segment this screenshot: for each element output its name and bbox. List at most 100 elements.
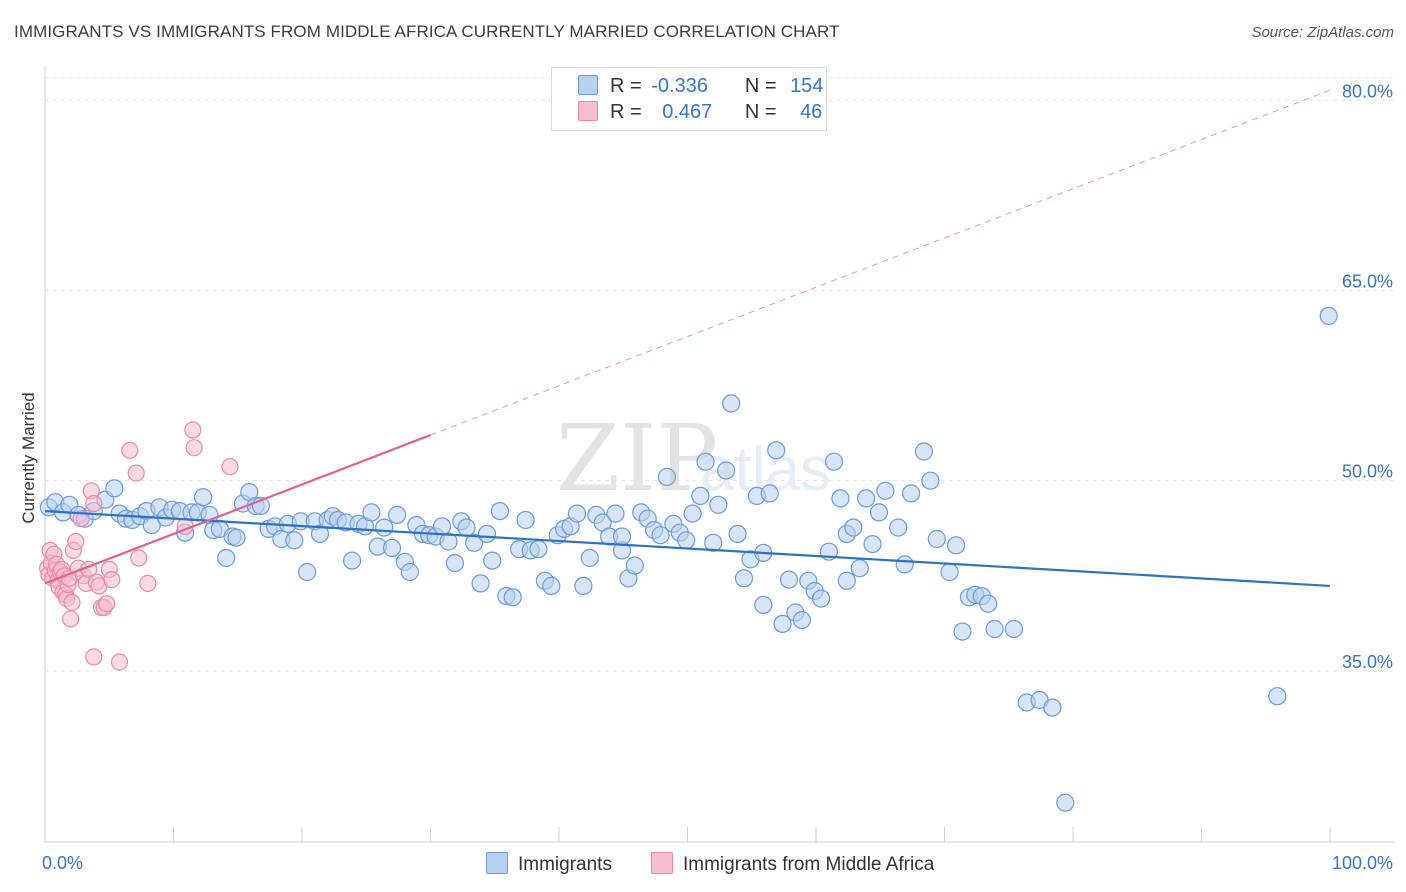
point-immigrants xyxy=(1319,306,1338,325)
point-immigrants xyxy=(811,589,831,608)
point-immigrants xyxy=(677,531,696,550)
point-immigrants xyxy=(194,488,213,507)
y-tick-label: 65.0% xyxy=(1342,272,1393,292)
x-tick-label-max: 100.0% xyxy=(1332,853,1393,873)
point-middle-africa xyxy=(85,494,103,513)
point-middle-africa xyxy=(85,648,103,666)
legend-r-label: R = xyxy=(610,75,642,97)
point-immigrants xyxy=(940,562,959,582)
y-tick-label: 50.0% xyxy=(1342,462,1393,482)
legend-swatch-immigrants xyxy=(578,75,598,95)
point-immigrants xyxy=(946,536,966,555)
point-immigrants xyxy=(651,526,670,545)
point-immigrants xyxy=(824,452,844,471)
point-immigrants xyxy=(683,504,702,523)
point-immigrants xyxy=(516,510,535,530)
point-middle-africa xyxy=(110,653,129,671)
point-middle-africa xyxy=(139,574,157,593)
point-immigrants xyxy=(490,502,509,521)
point-immigrants xyxy=(606,504,625,523)
point-immigrants xyxy=(863,534,882,554)
trend-line-immigrants xyxy=(44,510,1331,588)
point-immigrants xyxy=(773,614,792,634)
point-middle-africa xyxy=(184,421,202,439)
legend-swatch-middle-africa xyxy=(651,852,673,874)
point-middle-africa xyxy=(127,464,145,482)
legend-n-value: 46 xyxy=(800,101,823,123)
trend-extension-middle-africa xyxy=(430,89,1331,436)
legend-item-middle-africa: Immigrants from Middle Africa xyxy=(651,852,934,876)
legend-r-value: -0.336 xyxy=(651,75,708,97)
point-immigrants xyxy=(227,528,246,547)
point-immigrants xyxy=(217,548,236,568)
y-tick-labels: 35.0% 50.0% 65.0% 80.0% xyxy=(1342,81,1393,671)
point-immigrants xyxy=(433,517,452,536)
point-immigrants xyxy=(567,504,587,523)
series-legend: Immigrants Immigrants from Middle Africa xyxy=(0,852,1406,878)
point-immigrants xyxy=(483,551,502,570)
legend-label-middle-africa: Immigrants from Middle Africa xyxy=(683,854,935,875)
point-immigrants xyxy=(477,524,497,544)
point-immigrants xyxy=(382,538,402,558)
point-middle-africa xyxy=(185,439,203,457)
x-tick-labels: 0.0% 100.0% xyxy=(42,853,1393,873)
point-immigrants xyxy=(921,471,940,490)
axes xyxy=(44,67,1394,843)
x-tick-label-min: 0.0% xyxy=(42,853,83,873)
point-immigrants xyxy=(696,452,715,471)
point-immigrants xyxy=(580,548,599,568)
source-label: Source: ZipAtlas.com xyxy=(1251,24,1394,41)
point-immigrants xyxy=(831,489,850,508)
point-immigrants xyxy=(445,553,464,573)
point-middle-africa xyxy=(130,549,148,567)
trend-lines xyxy=(44,89,1331,588)
point-immigrants xyxy=(837,571,856,590)
point-immigrants xyxy=(914,442,934,461)
point-middle-africa xyxy=(72,510,90,528)
point-immigrants xyxy=(716,461,736,480)
point-immigrants xyxy=(310,524,330,544)
trend-line-middle-africa xyxy=(44,434,431,585)
series-immigrants-points xyxy=(39,306,1338,812)
y-tick-label: 35.0% xyxy=(1342,652,1393,672)
grid-lines xyxy=(45,77,1394,672)
point-immigrants xyxy=(457,518,476,537)
point-immigrants xyxy=(709,495,728,514)
y-tick-label: 80.0% xyxy=(1342,81,1393,101)
point-immigrants xyxy=(734,569,754,588)
legend-r-value: 0.467 xyxy=(662,101,713,123)
point-immigrants xyxy=(691,486,710,505)
legend-item-immigrants: Immigrants xyxy=(486,852,612,876)
point-immigrants xyxy=(792,610,812,630)
legend-row-middle-africa: R = 0.467 N = 46 xyxy=(578,101,822,127)
legend-n-label: N = xyxy=(744,101,777,123)
point-immigrants xyxy=(105,479,124,498)
point-immigrants xyxy=(362,503,381,522)
legend-r-label: R = xyxy=(610,101,642,123)
point-immigrants xyxy=(850,559,869,578)
point-middle-africa xyxy=(103,570,121,589)
series-middle-africa-points xyxy=(38,421,239,671)
point-middle-africa xyxy=(67,532,85,551)
point-immigrants xyxy=(760,484,779,503)
point-immigrants xyxy=(767,441,786,460)
point-immigrants xyxy=(343,551,362,570)
point-immigrants xyxy=(1004,619,1024,639)
point-immigrants xyxy=(869,503,889,522)
point-immigrants xyxy=(856,489,876,508)
point-immigrants xyxy=(953,622,972,641)
point-immigrants xyxy=(503,588,522,607)
point-immigrants xyxy=(574,576,593,596)
point-immigrants xyxy=(722,394,741,413)
point-immigrants xyxy=(465,533,484,552)
legend-row-immigrants: R = -0.336 N = 154 xyxy=(578,75,823,101)
point-immigrants xyxy=(542,576,561,596)
chart-title: IMMIGRANTS VS IMMIGRANTS FROM MIDDLE AFR… xyxy=(14,22,840,41)
point-immigrants xyxy=(728,524,747,544)
legend-label-immigrants: Immigrants xyxy=(518,854,612,875)
point-immigrants xyxy=(298,562,317,582)
point-middle-africa xyxy=(62,610,80,628)
point-immigrants xyxy=(625,556,644,575)
point-middle-africa xyxy=(98,595,116,613)
point-immigrants xyxy=(876,481,895,500)
